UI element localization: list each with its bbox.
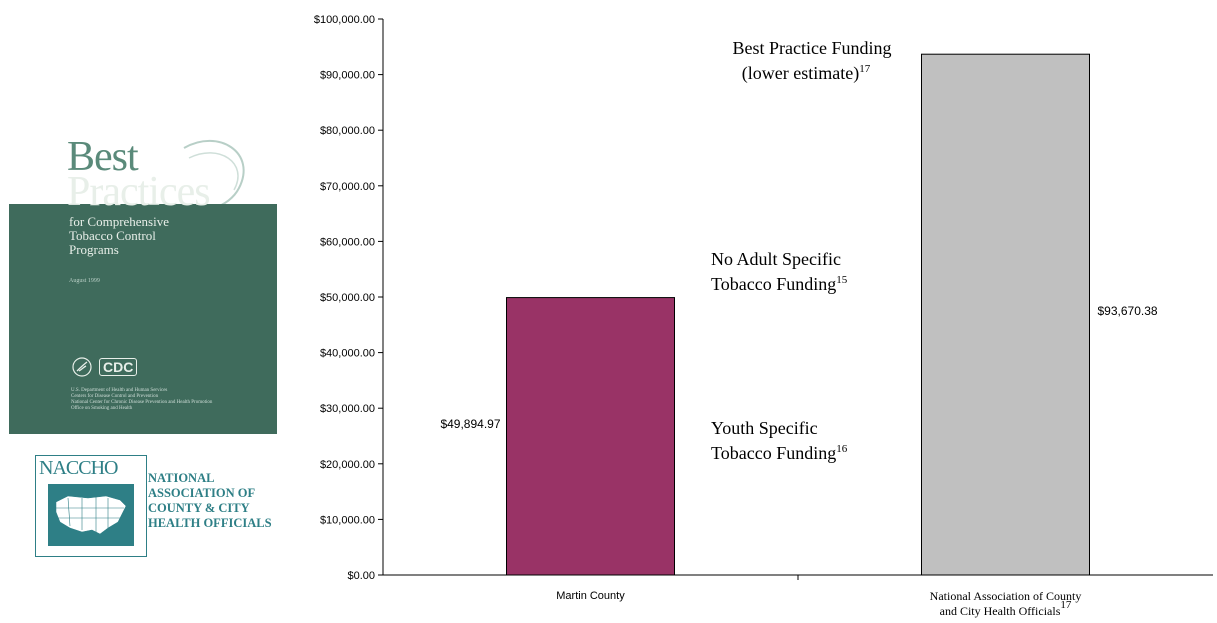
y-tick-label: $80,000.00 bbox=[320, 125, 375, 137]
bar-martin-county bbox=[506, 297, 675, 576]
naccho-logo-box: NACCHO bbox=[35, 455, 147, 557]
annotation-best-practice: (lower estimate)17 bbox=[742, 63, 871, 84]
naccho-name-line: COUNTY & CITY bbox=[148, 501, 250, 515]
cover-green-panel bbox=[9, 204, 277, 434]
data-label: $93,670.38 bbox=[1098, 304, 1158, 318]
y-tick-label: $70,000.00 bbox=[320, 181, 375, 193]
naccho-name-line: NATIONAL bbox=[148, 471, 215, 485]
annotation-best-practice: Best Practice Funding bbox=[733, 38, 892, 58]
naccho-logo: NACCHO NATIONAL ASSOCIATION OF COUNTY & … bbox=[35, 455, 290, 557]
y-tick-label: $20,000.00 bbox=[320, 459, 375, 471]
x-tick-label: and City Health Officials17 bbox=[940, 599, 1072, 618]
fine-print-line: Centers for Disease Control and Preventi… bbox=[71, 394, 159, 399]
fine-print-line: National Center for Chronic Disease Prev… bbox=[71, 400, 213, 405]
cover-fine-print: U.S. Department of Health and Human Serv… bbox=[71, 388, 271, 412]
y-tick-label: $90,000.00 bbox=[320, 70, 375, 82]
naccho-name-line: ASSOCIATION OF bbox=[148, 486, 256, 500]
y-tick-label: $10,000.00 bbox=[320, 514, 375, 526]
naccho-name-line: HEALTH OFFICIALS bbox=[148, 516, 272, 530]
us-map-icon bbox=[48, 484, 134, 546]
data-label: $49,894.97 bbox=[440, 417, 500, 431]
bar-naccho bbox=[921, 53, 1090, 576]
fine-print-line: U.S. Department of Health and Human Serv… bbox=[71, 388, 168, 393]
cover-subtitle-line: Programs bbox=[69, 242, 119, 257]
y-tick-label: $30,000.00 bbox=[320, 403, 375, 415]
hhs-eagle-icon bbox=[72, 357, 92, 377]
y-tick-label: $40,000.00 bbox=[320, 348, 375, 360]
cover-subtitle-line: for Comprehensive bbox=[69, 214, 170, 229]
x-tick-label: National Association of County bbox=[930, 589, 1082, 603]
best-practices-cover: Best Practices for Comprehensive Tobacco… bbox=[9, 118, 277, 434]
y-tick-label: $60,000.00 bbox=[320, 236, 375, 248]
fine-print-line: Office on Smoking and Health bbox=[71, 406, 133, 411]
cdc-mark: CDC bbox=[71, 356, 138, 378]
naccho-name: NATIONAL ASSOCIATION OF COUNTY & CITY HE… bbox=[148, 471, 272, 531]
cover-title-best: Best bbox=[67, 134, 139, 180]
annotation-youth: Tobacco Funding16 bbox=[711, 443, 848, 463]
y-tick-label: $100,000.00 bbox=[314, 14, 375, 26]
cover-subtitle-line: Tobacco Control bbox=[69, 228, 156, 243]
x-tick-label: Martin County bbox=[556, 590, 625, 602]
cover-title-practices: Practices bbox=[67, 169, 211, 215]
annotation-youth: Youth Specific bbox=[711, 418, 818, 438]
cover-date: August 1999 bbox=[69, 278, 100, 284]
annotation-no-adult: Tobacco Funding15 bbox=[711, 274, 848, 294]
naccho-wordmark: NACCHO bbox=[39, 457, 118, 479]
y-tick-label: $50,000.00 bbox=[320, 292, 375, 304]
annotation-no-adult: No Adult Specific bbox=[711, 249, 841, 269]
cover-subtitle: for Comprehensive Tobacco Control Progra… bbox=[69, 215, 169, 257]
y-tick-label: $0.00 bbox=[347, 570, 375, 582]
cdc-logo-text: CDC bbox=[99, 358, 138, 376]
